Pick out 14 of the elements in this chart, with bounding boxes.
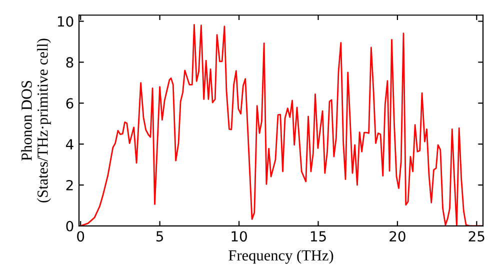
y-tick-label: 10 [58,16,74,27]
y-tick-label: 4 [66,139,74,150]
y-tick-label: 8 [66,57,74,68]
y-axis-title: Phonon DOS (States/THz·primitive cell) [21,38,51,202]
x-tick-label: 5 [156,231,164,242]
y-tick-label: 0 [66,220,74,232]
y-tick-label: 6 [66,98,74,109]
x-tick-label: 0 [77,231,84,242]
x-tick-label: 20 [390,231,406,242]
x-axis-title: Frequency (THz) [228,250,334,264]
x-tick-label: 15 [310,231,326,242]
x-tick-label: 25 [468,231,484,242]
x-tick-label: 10 [232,231,247,242]
y-tick-label: 2 [66,180,73,190]
